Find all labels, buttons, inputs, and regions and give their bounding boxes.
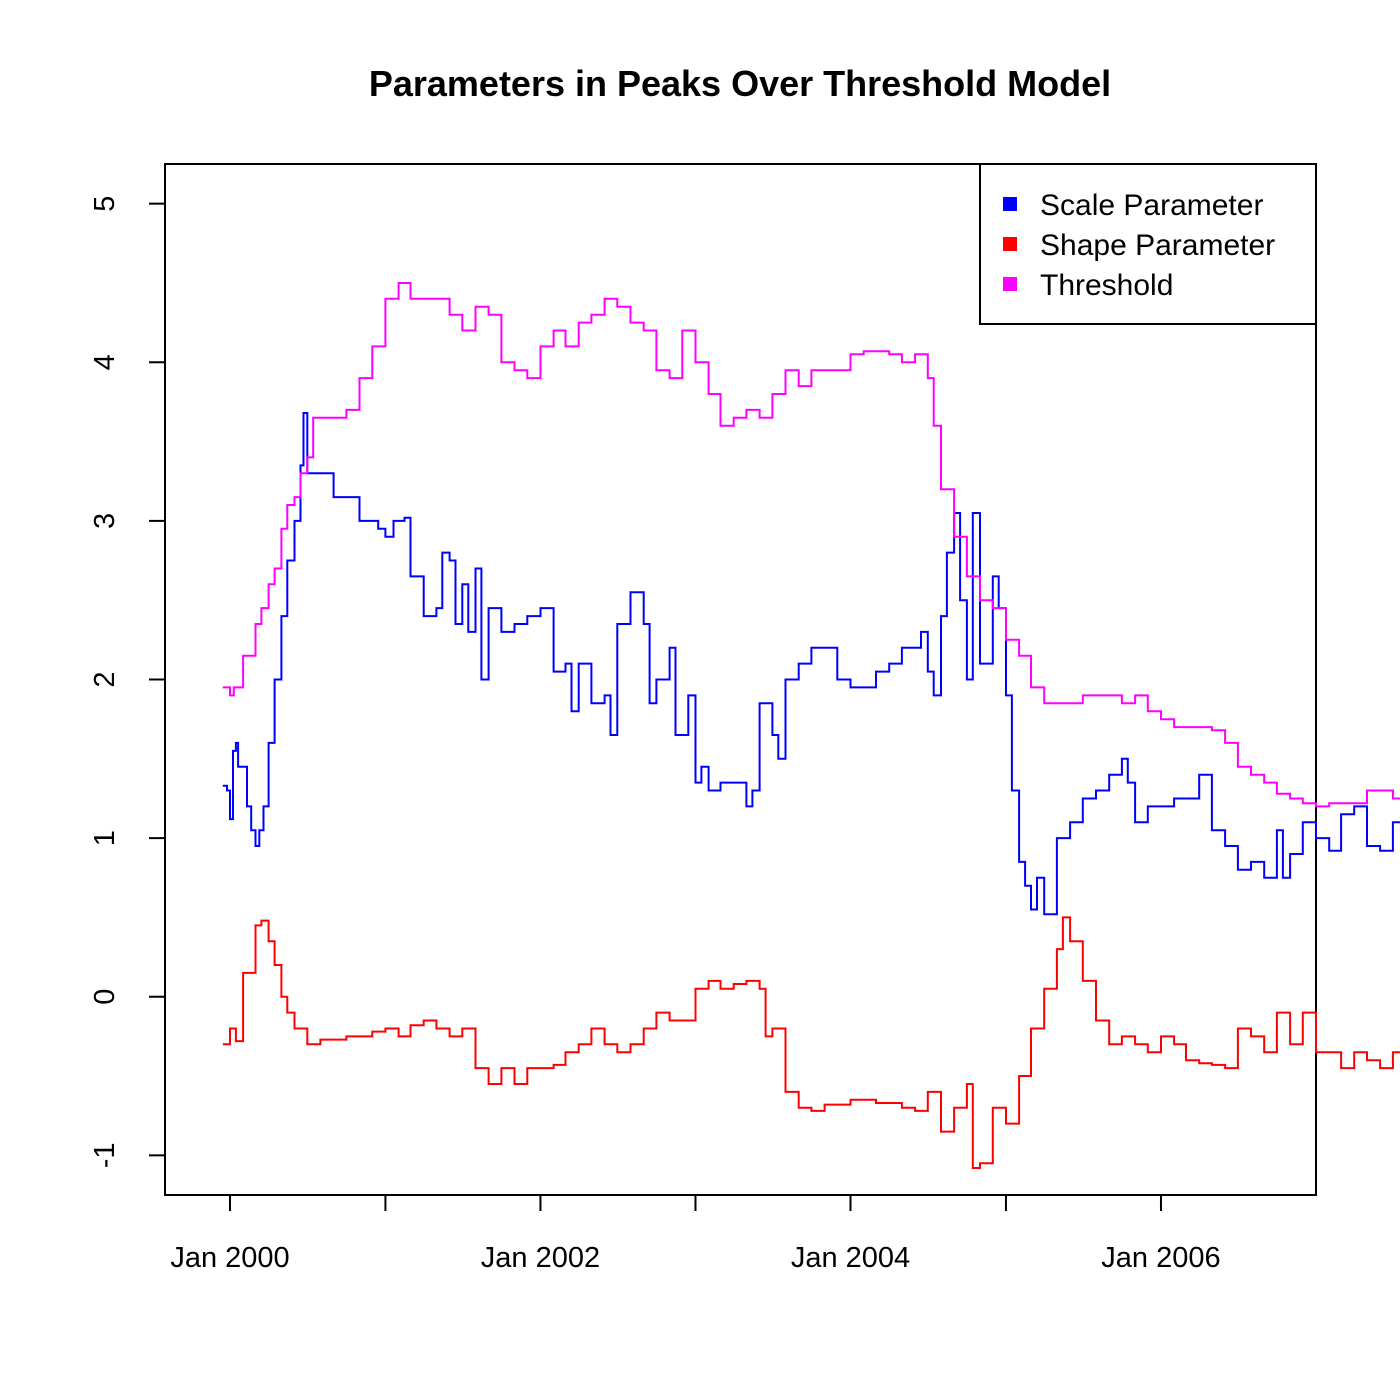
y-tick-label: 0 [89,989,121,1005]
x-axis: Jan 2000 Jan 2002 Jan 2004 Jan 2006 [170,1194,1221,1274]
series-line-3 [222,282,1400,808]
x-tick-label: Jan 2006 [1101,1242,1220,1274]
series-line-2 [222,916,1400,1169]
legend-label: Threshold [1040,269,1173,302]
y-tick-label: -1 [89,1142,121,1168]
legend-swatch [1003,197,1017,211]
y-tick-label: 2 [89,671,121,687]
y-axis: -1 0 1 2 3 4 5 [89,196,166,1168]
y-tick-label: 3 [89,513,121,529]
y-tick-label: 1 [89,830,121,846]
legend-label: Scale Parameter [1040,189,1263,222]
legend-label: Shape Parameter [1040,229,1275,262]
chart-title: Parameters in Peaks Over Threshold Model [369,63,1111,104]
legend-items: Scale Parameter Shape Parameter Threshold [1003,189,1275,302]
y-tick-label: 4 [89,354,121,370]
x-tick-label: Jan 2000 [170,1242,289,1274]
x-tick-label: Jan 2004 [791,1242,910,1274]
legend-box [979,163,1317,325]
y-tick-label: 5 [89,196,121,212]
legend-swatch [1003,237,1017,251]
x-tick-label: Jan 2002 [481,1242,600,1274]
legend: Scale Parameter Shape Parameter Threshold [979,163,1317,325]
series-layer [222,282,1400,1169]
series-line-1 [222,412,1400,916]
legend-swatch [1003,277,1017,291]
